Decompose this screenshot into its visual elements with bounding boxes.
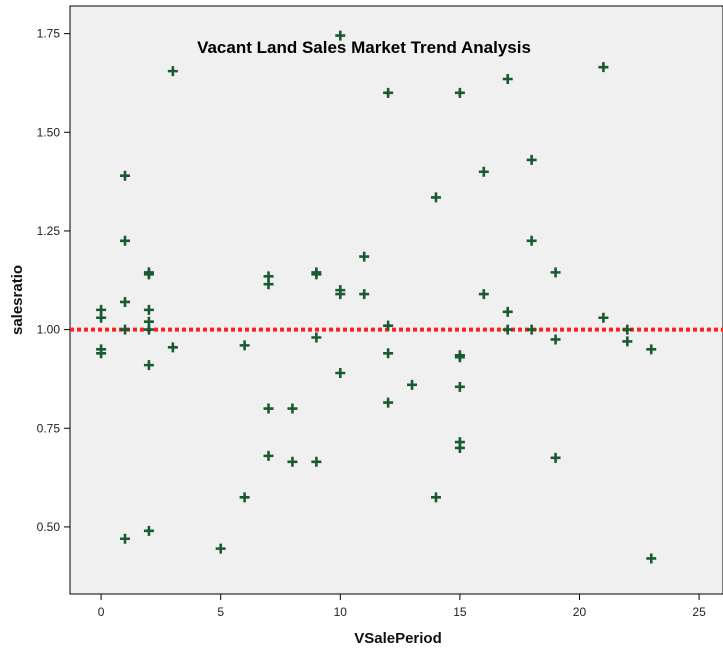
- x-tick-label-5: 25: [692, 605, 706, 619]
- data-point-35: [359, 251, 370, 262]
- data-point-40: [383, 397, 394, 408]
- data-point-24: [263, 450, 274, 461]
- data-point-31: [335, 30, 346, 41]
- data-point-30: [311, 456, 322, 467]
- data-point-50: [478, 166, 489, 177]
- y-axis: 0.50 0.75 1.00 1.25 1.50 1.75: [37, 27, 70, 534]
- data-point-62: [598, 312, 609, 323]
- data-point-7: [120, 324, 131, 335]
- data-point-61: [598, 62, 609, 73]
- x-tick-label-0: 0: [98, 605, 105, 619]
- data-point-39: [383, 348, 394, 359]
- data-point-38: [383, 320, 394, 331]
- x-tick-label-3: 15: [453, 605, 467, 619]
- data-point-41: [407, 379, 418, 390]
- data-point-28: [311, 269, 322, 280]
- data-point-42: [430, 192, 441, 203]
- data-point-60: [550, 452, 561, 463]
- data-point-26: [287, 456, 298, 467]
- data-point-25: [287, 403, 298, 414]
- data-point-43: [430, 492, 441, 503]
- x-tick-label-4: 20: [573, 605, 587, 619]
- x-tick-label-1: 5: [217, 605, 224, 619]
- y-tick-label-4: 1.50: [37, 125, 61, 139]
- y-tick-label-1: 0.75: [37, 421, 61, 435]
- data-point-23: [263, 403, 274, 414]
- chart-title: Vacant Land Sales Market Trend Analysis: [197, 38, 531, 57]
- data-point-54: [502, 324, 513, 335]
- data-point-4: [120, 170, 131, 181]
- y-tick-label-2: 1.00: [37, 323, 61, 337]
- data-point-53: [502, 306, 513, 317]
- data-point-1: [96, 312, 107, 323]
- scatter-points: [96, 30, 657, 564]
- data-point-34: [335, 368, 346, 379]
- data-point-66: [646, 553, 657, 564]
- y-tick-label-5: 1.75: [37, 27, 61, 41]
- y-tick-label-3: 1.25: [37, 224, 61, 238]
- data-point-18: [215, 543, 226, 554]
- data-point-56: [526, 235, 537, 246]
- data-point-36: [359, 289, 370, 300]
- data-point-49: [454, 442, 465, 453]
- data-point-44: [454, 87, 465, 98]
- data-point-65: [646, 344, 657, 355]
- data-point-55: [526, 154, 537, 165]
- data-point-22: [263, 279, 274, 290]
- data-point-13: [143, 324, 154, 335]
- x-tick-label-2: 10: [334, 605, 348, 619]
- data-point-19: [239, 340, 250, 351]
- data-point-15: [143, 525, 154, 536]
- y-axis-title: salesratio: [9, 265, 26, 335]
- data-point-29: [311, 332, 322, 343]
- data-point-47: [454, 381, 465, 392]
- data-point-33: [335, 289, 346, 300]
- data-point-16: [167, 66, 178, 77]
- plot-area: [69, 5, 723, 595]
- y-tick-label-0: 0.50: [37, 520, 61, 534]
- data-point-57: [526, 324, 537, 335]
- data-point-59: [550, 334, 561, 345]
- data-point-3: [96, 348, 107, 359]
- data-point-5: [120, 235, 131, 246]
- data-point-64: [622, 336, 633, 347]
- data-point-52: [502, 74, 513, 85]
- data-point-6: [120, 296, 131, 307]
- data-point-14: [143, 360, 154, 371]
- data-point-11: [143, 304, 154, 315]
- data-point-37: [383, 87, 394, 98]
- x-axis-title: VSalePeriod: [354, 630, 442, 647]
- data-point-51: [478, 289, 489, 300]
- data-point-58: [550, 267, 561, 278]
- data-point-10: [143, 269, 154, 280]
- data-point-20: [239, 492, 250, 503]
- data-point-8: [120, 533, 131, 544]
- data-point-63: [622, 324, 633, 335]
- data-point-46: [454, 352, 465, 363]
- x-axis: 0 5 10 15 20 25: [98, 594, 706, 619]
- data-point-17: [167, 342, 178, 353]
